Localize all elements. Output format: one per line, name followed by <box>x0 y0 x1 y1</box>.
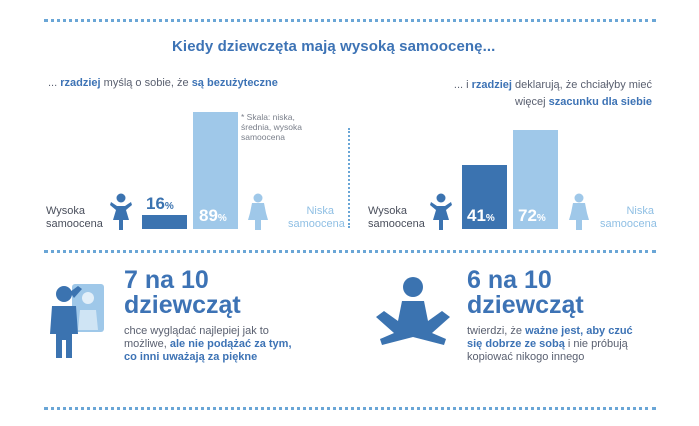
stat1-headline: 7 na 10 dziewcząt <box>124 266 241 319</box>
right-subtitle: ... i rzadziej deklarują, że chciałyby m… <box>453 79 652 108</box>
top-divider <box>44 19 656 22</box>
left-value-high: 16% <box>146 194 174 213</box>
girl-icon-dark <box>110 193 132 230</box>
girl-icon-dark <box>430 193 452 230</box>
right-high-label: Wysoka samoocena <box>368 205 425 230</box>
meditation-icon <box>376 277 450 345</box>
stat1-description: chce wyglądać najlepiej jak to możliwe, … <box>124 325 292 363</box>
bottom-divider <box>44 407 656 410</box>
mirror-girl-icon <box>50 284 104 358</box>
girl-icon-light <box>569 193 589 230</box>
left-high-label: Wysoka samoocena <box>46 205 103 230</box>
left-bar-high <box>142 215 187 229</box>
left-value-low: 89% <box>199 206 227 225</box>
right-value-high: 41% <box>467 206 495 225</box>
right-bar-high <box>462 165 507 229</box>
stat2-description: twierdzi, że ważne jest, aby czuć się do… <box>467 325 633 363</box>
center-divider <box>348 128 350 228</box>
scale-note: * Skala: niska, średnia, wysoka samoocen… <box>241 112 302 142</box>
middle-divider <box>44 250 656 253</box>
right-low-label: Niska samoocena <box>600 205 657 230</box>
page-title: Kiedy dziewczęta mają wysoką samoocenę..… <box>172 38 496 55</box>
girl-icon-light <box>248 193 268 230</box>
stat2-headline: 6 na 10 dziewcząt <box>467 266 584 319</box>
left-low-label: Niska samoocena <box>288 205 345 230</box>
right-value-low: 72% <box>518 206 546 225</box>
right-bar-low <box>513 130 558 229</box>
left-subtitle: ... rzadziej myślą o sobie, że są bezuży… <box>48 77 278 89</box>
left-bar-low <box>193 112 238 229</box>
